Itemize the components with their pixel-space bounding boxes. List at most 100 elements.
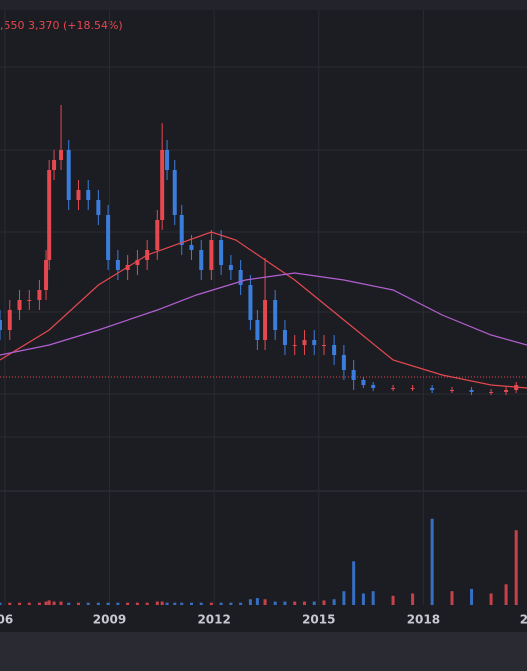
volume-bar <box>371 591 375 605</box>
volume-bar <box>160 601 164 605</box>
volume-bar <box>47 600 51 605</box>
x-tick-label: 2015 <box>302 613 335 627</box>
candle-body <box>155 220 160 250</box>
volume-bar <box>44 601 48 605</box>
moving-average <box>0 272 527 356</box>
x-tick-label: 2012 <box>197 613 230 627</box>
top-bar <box>0 0 527 10</box>
candle-body <box>17 300 22 310</box>
candle-body <box>219 240 224 265</box>
volume-bar <box>430 518 434 605</box>
volume-bar <box>229 602 233 605</box>
candle-body <box>469 390 474 392</box>
candle-body <box>322 345 327 346</box>
candle-body <box>96 200 101 215</box>
volume-bar <box>312 601 316 605</box>
volume-bar <box>470 588 474 605</box>
volume-bar <box>173 602 177 605</box>
candle-body <box>47 170 52 260</box>
candle-body <box>282 330 287 345</box>
volume-bar <box>180 602 184 605</box>
candle-body <box>228 265 233 270</box>
volume-bar <box>126 602 130 605</box>
volume-bar <box>0 602 2 605</box>
candle-body <box>361 380 366 385</box>
volume-bar <box>248 599 252 605</box>
candle-body <box>106 215 111 260</box>
volume-bar <box>239 602 243 605</box>
x-tick-label: 2018 <box>407 613 440 627</box>
candle-body <box>238 270 243 285</box>
volume-bar <box>86 602 90 605</box>
volume-bar <box>59 601 63 605</box>
volume-bar <box>391 595 395 605</box>
volume-bar <box>145 602 149 605</box>
candle-body <box>410 388 415 389</box>
candle-body <box>165 150 170 170</box>
volume-bar <box>96 602 100 605</box>
volume-bar <box>18 602 22 605</box>
volume-bar <box>283 601 287 605</box>
candle-body <box>351 370 356 380</box>
candle-body <box>263 300 268 340</box>
candle-body <box>135 260 140 265</box>
volume-bar <box>52 601 56 605</box>
candle-body <box>37 290 42 300</box>
volume-bar <box>322 600 326 605</box>
candle-body <box>7 310 12 330</box>
volume-bar <box>450 591 454 605</box>
candle-body <box>189 245 194 250</box>
volume-bar <box>514 530 518 605</box>
volume-bar <box>273 601 277 605</box>
moving-average <box>0 231 527 389</box>
candle-body <box>160 150 165 220</box>
volume-bar <box>76 602 80 605</box>
candle-body <box>341 355 346 370</box>
candle-body <box>76 190 81 200</box>
volume-bar <box>165 602 169 605</box>
candle-body <box>450 390 455 391</box>
volume-bar <box>199 602 203 605</box>
grid-horizontal <box>0 66 527 492</box>
price-header: ,550 3,370 (+18.54%) <box>0 19 123 32</box>
candle-body <box>504 390 509 392</box>
volume-bar <box>8 602 12 605</box>
candle-body <box>371 385 376 388</box>
volume-bar <box>263 599 267 605</box>
candle-body <box>302 340 307 345</box>
volume-bar <box>411 593 415 605</box>
volume-bar <box>332 599 336 605</box>
candle-body <box>0 320 2 330</box>
volume-bar <box>155 601 159 605</box>
candle-body <box>27 300 32 301</box>
candle-body <box>44 260 49 290</box>
volume-bar <box>135 602 139 605</box>
candle-body <box>489 392 494 393</box>
candle-body <box>66 150 71 200</box>
volume-bar <box>116 602 120 605</box>
candle-body <box>248 285 253 320</box>
candle-body <box>172 170 177 215</box>
volume-bar <box>255 598 259 605</box>
candle-body <box>430 388 435 390</box>
candle-body <box>255 320 260 340</box>
volume-bar <box>352 561 356 605</box>
volume-bar <box>27 602 31 605</box>
candle-body <box>179 215 184 245</box>
x-tick-label: 06 <box>0 613 13 627</box>
volume-bar <box>361 593 365 605</box>
volume-bar <box>293 601 297 605</box>
volume-bar <box>302 601 306 605</box>
candle-body <box>292 345 297 346</box>
volume-bar <box>219 602 223 605</box>
x-tick-label: 2009 <box>93 613 126 627</box>
x-tick-label: 20 <box>520 613 527 627</box>
bottom-bar <box>0 632 527 671</box>
candle-body <box>115 260 120 270</box>
candle-body <box>52 160 57 170</box>
candle-body <box>273 300 278 330</box>
candle-body <box>59 150 64 160</box>
volume-bar <box>189 602 193 605</box>
candle-body <box>199 250 204 270</box>
